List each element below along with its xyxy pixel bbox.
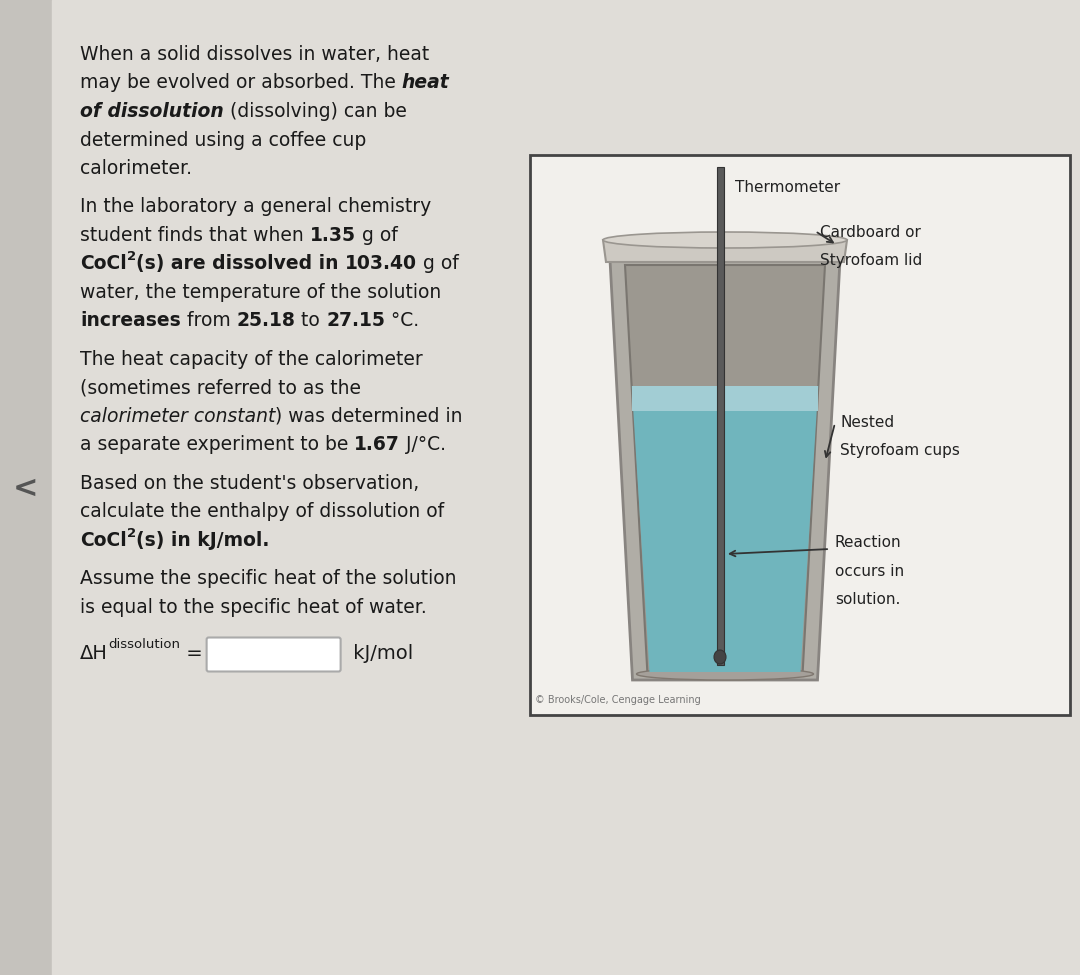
Polygon shape [603, 240, 847, 262]
Text: (s) are dissolved in: (s) are dissolved in [136, 254, 345, 273]
Bar [0, 0, 52, 975]
Text: student finds that when: student finds that when [80, 226, 310, 245]
Text: ΔH: ΔH [80, 644, 108, 662]
Text: (s) in kJ/mol.: (s) in kJ/mol. [136, 531, 269, 550]
Text: water, the temperature of the solution: water, the temperature of the solution [80, 283, 442, 302]
Polygon shape [632, 386, 819, 411]
Text: <: < [13, 474, 39, 502]
Text: 25.18: 25.18 [237, 311, 295, 331]
Text: a separate experiment to be: a separate experiment to be [80, 436, 354, 454]
Text: kJ/mol: kJ/mol [347, 644, 413, 662]
Text: Assume the specific heat of the solution: Assume the specific heat of the solution [80, 569, 457, 588]
Text: from: from [180, 311, 237, 331]
Text: Thermometer: Thermometer [735, 180, 840, 195]
Bar [716, 167, 724, 665]
Text: 2: 2 [126, 526, 136, 540]
Text: of dissolution: of dissolution [80, 102, 224, 121]
Text: (dissolving) can be: (dissolving) can be [224, 102, 407, 121]
Text: heat: heat [402, 73, 449, 93]
Text: dissolution: dissolution [108, 638, 180, 650]
Text: ) was determined in: ) was determined in [275, 407, 463, 426]
Text: determined using a coffee cup: determined using a coffee cup [80, 131, 366, 149]
Text: (sometimes referred to as the: (sometimes referred to as the [80, 378, 361, 398]
Text: is equal to the specific heat of water.: is equal to the specific heat of water. [80, 598, 427, 617]
Text: °C.: °C. [384, 311, 419, 331]
Ellipse shape [636, 668, 813, 680]
Polygon shape [625, 265, 825, 675]
Text: Cardboard or: Cardboard or [820, 225, 921, 240]
Text: to: to [295, 311, 326, 331]
Text: Nested: Nested [840, 415, 894, 430]
Ellipse shape [714, 650, 726, 664]
FancyBboxPatch shape [206, 638, 340, 672]
Text: calorimeter constant: calorimeter constant [80, 407, 275, 426]
Text: CoCl: CoCl [80, 254, 126, 273]
Text: Styrofoam lid: Styrofoam lid [820, 254, 922, 268]
Text: CoCl: CoCl [80, 531, 126, 550]
Text: 27.15: 27.15 [326, 311, 384, 331]
Text: calculate the enthalpy of dissolution of: calculate the enthalpy of dissolution of [80, 502, 444, 522]
Text: occurs in: occurs in [835, 564, 904, 578]
Text: 1.35: 1.35 [310, 226, 355, 245]
Text: J/°C.: J/°C. [401, 436, 446, 454]
Text: The heat capacity of the calorimeter: The heat capacity of the calorimeter [80, 350, 422, 369]
Text: g of: g of [417, 254, 459, 273]
Text: 2: 2 [126, 251, 136, 263]
Text: 1.67: 1.67 [354, 436, 401, 454]
Text: In the laboratory a general chemistry: In the laboratory a general chemistry [80, 198, 431, 216]
Text: Styrofoam cups: Styrofoam cups [840, 444, 960, 458]
Text: 103.40: 103.40 [345, 254, 417, 273]
Text: Based on the student's observation,: Based on the student's observation, [80, 474, 419, 493]
Text: increases: increases [80, 311, 180, 331]
Text: Reaction: Reaction [835, 535, 902, 550]
Polygon shape [632, 386, 819, 672]
Text: When a solid dissolves in water, heat: When a solid dissolves in water, heat [80, 45, 429, 64]
Polygon shape [610, 260, 840, 680]
Text: © Brooks/Cole, Cengage Learning: © Brooks/Cole, Cengage Learning [535, 695, 701, 705]
Text: g of: g of [355, 226, 397, 245]
Text: solution.: solution. [835, 592, 901, 607]
Ellipse shape [603, 232, 847, 248]
Text: may be evolved or absorbed. The: may be evolved or absorbed. The [80, 73, 402, 93]
Text: calorimeter.: calorimeter. [80, 159, 192, 178]
Text: =: = [180, 644, 203, 662]
Bar [530, 155, 1070, 715]
